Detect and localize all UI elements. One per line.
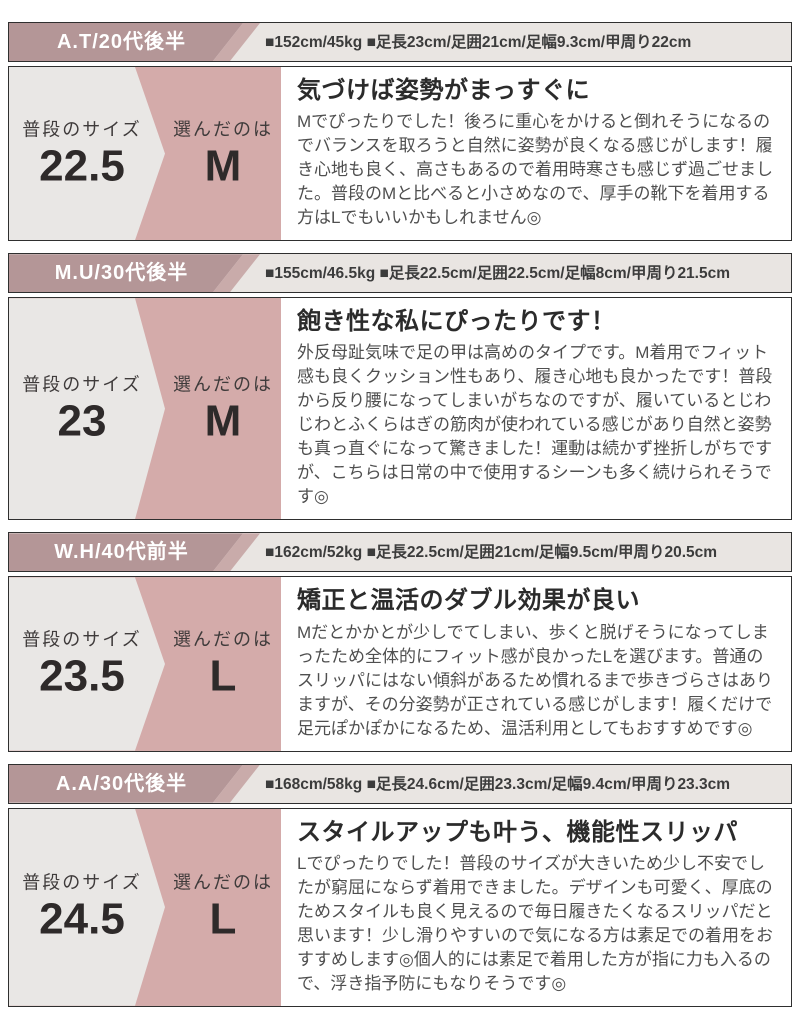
chosen-size-label: 選んだのは: [173, 872, 273, 893]
size-panel: 普段のサイズ 22.5 選んだのは M: [9, 67, 281, 241]
reviewer-label-background: [9, 254, 243, 292]
chosen-size-value: M: [204, 396, 242, 446]
reviewer-label-background: [9, 533, 243, 571]
usual-size-value: 24.5: [39, 894, 125, 944]
review-title: スタイルアップも叶う、機能性スリッパ: [297, 818, 738, 846]
chevron-shape: [9, 67, 165, 241]
review-title: 気づけば姿勢がまっすぐに: [297, 77, 591, 104]
chosen-size-column: 選んだのは M: [165, 370, 281, 447]
size-panel: 普段のサイズ 24.5 選んだのは L: [9, 808, 281, 1006]
chosen-size-column: 選んだのは M: [165, 115, 281, 192]
usual-size-label: 普段のサイズ: [22, 374, 142, 395]
review-body: 普段のサイズ 24.5 選んだのは L スタイルアップも叶う、機能性スリッパ L…: [8, 807, 792, 1007]
review-content: 矯正と温活のダブル効果が良い Mだとかかとが少しでてしまい、歩くと脱げそうになっ…: [281, 577, 791, 750]
usual-size-label: 普段のサイズ: [22, 872, 142, 893]
usual-size-label: 普段のサイズ: [22, 119, 142, 140]
usual-size-value: 23.5: [39, 651, 125, 701]
usual-size-column: 普段のサイズ 24.5: [9, 869, 155, 946]
review-card: W.H/40代前半 ■162cm/52kg ■足長22.5cm/足囲21cm/足…: [8, 532, 792, 752]
reviewer-stats: ■152cm/45kg ■足長23cm/足囲21cm/足幅9.3cm/甲周り22…: [265, 34, 692, 51]
review-text: Lでぴったりでした！普段のサイズが大きいため少し不安でしたが窮屈にならず着用でき…: [297, 853, 773, 993]
review-text: Mだとかかとが少しでてしまい、歩くと脱げそうになってしまったため全体的にフィット…: [297, 622, 773, 738]
review-content: スタイルアップも叶う、機能性スリッパ Lでぴったりでした！普段のサイズが大きいた…: [281, 809, 791, 1006]
review-body: 普段のサイズ 22.5 選んだのは M 気づけば姿勢がまっすぐに Mでぴったりで…: [8, 66, 792, 242]
usual-size-column: 普段のサイズ 23.5: [9, 626, 155, 703]
chosen-size-label: 選んだのは: [173, 374, 273, 395]
reviewer-stats: ■155cm/46.5kg ■足長22.5cm/足囲22.5cm/足幅8cm/甲…: [265, 265, 731, 283]
size-panel: 普段のサイズ 23 選んだのは M: [9, 298, 281, 520]
usual-size-column: 普段のサイズ 23: [9, 370, 155, 447]
review-content: 飽き性な私にぴったりです！ 外反母趾気味で足の甲は高めのタイプです。M着用でフィ…: [281, 298, 791, 519]
review-body: 普段のサイズ 23.5 選んだのは L 矯正と温活のダブル効果が良い Mだとかか…: [8, 576, 792, 752]
reviewer-name: A.T/20代後半: [56, 31, 187, 53]
chosen-size-column: 選んだのは L: [165, 626, 281, 703]
review-title: 矯正と温活のダブル効果が良い: [297, 587, 640, 615]
chevron-shape: [9, 577, 165, 751]
review-body: 普段のサイズ 23 選んだのは M 飽き性な私にぴったりです！ 外反母趾気味で足…: [8, 297, 792, 521]
reviewer-stats: ■162cm/52kg ■足長22.5cm/足囲21cm/足幅9.5cm/甲周り…: [265, 544, 718, 562]
chosen-size-column: 選んだのは L: [165, 869, 281, 946]
reviewer-label-background: [9, 23, 243, 61]
review-content: 気づけば姿勢がまっすぐに Mでぴったりでした！後ろに重心をかけると倒れそうになる…: [281, 67, 791, 240]
review-card: M.U/30代後半 ■155cm/46.5kg ■足長22.5cm/足囲22.5…: [8, 253, 792, 521]
usual-size-label: 普段のサイズ: [22, 629, 142, 650]
chosen-size-value: M: [204, 141, 242, 191]
usual-size-column: 普段のサイズ 22.5: [9, 115, 155, 192]
chosen-size-value: L: [209, 894, 237, 944]
reviewer-name: W.H/40代前半: [54, 541, 189, 564]
reviewer-name: A.A/30代後半: [55, 772, 188, 795]
reviewer-header: M.U/30代後半 ■155cm/46.5kg ■足長22.5cm/足囲22.5…: [8, 253, 792, 294]
chosen-size-label: 選んだのは: [173, 119, 273, 140]
review-title: 飽き性な私にぴったりです！: [297, 308, 616, 336]
review-text: Mでぴったりでした！後ろに重心をかけると倒れそうになるのでバランスを取ろうと自然…: [297, 112, 773, 228]
reviewer-header: W.H/40代前半 ■162cm/52kg ■足長22.5cm/足囲21cm/足…: [8, 532, 792, 573]
chosen-size-label: 選んだのは: [173, 629, 273, 650]
reviewer-header: A.A/30代後半 ■168cm/58kg ■足長24.6cm/足囲23.3cm…: [8, 763, 792, 804]
reviewer-label-background: [9, 765, 243, 803]
usual-size-value: 23: [57, 396, 107, 446]
review-card: A.A/30代後半 ■168cm/58kg ■足長24.6cm/足囲23.3cm…: [8, 763, 792, 1007]
chevron-shape: [9, 298, 165, 520]
usual-size-value: 22.5: [39, 141, 125, 191]
size-panel: 普段のサイズ 23.5 選んだのは L: [9, 577, 281, 751]
reviewer-name: M.U/30代後半: [54, 262, 189, 285]
reviewer-header: A.T/20代後半 ■152cm/45kg ■足長23cm/足囲21cm/足幅9…: [8, 22, 792, 62]
review-card: A.T/20代後半 ■152cm/45kg ■足長23cm/足囲21cm/足幅9…: [8, 22, 792, 242]
chosen-size-value: L: [209, 651, 237, 701]
reviewer-stats: ■168cm/58kg ■足長24.6cm/足囲23.3cm/足幅9.4cm/甲…: [265, 775, 731, 793]
review-text: 外反母趾気味で足の甲は高めのタイプです。M着用でフィット感も良くクッション性もあ…: [297, 343, 773, 507]
